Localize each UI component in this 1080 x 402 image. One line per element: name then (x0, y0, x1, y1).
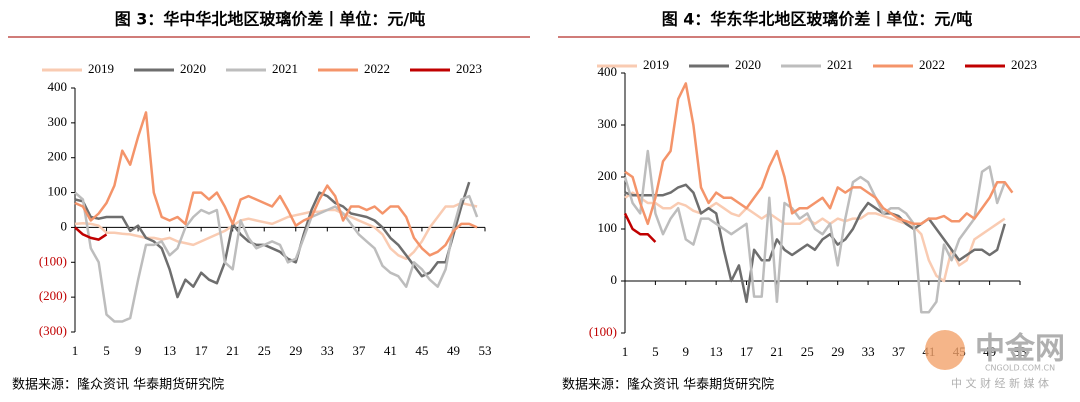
legend-label: 2021 (272, 61, 298, 76)
series-line (624, 183, 1006, 304)
x-tick-label: 37 (892, 344, 906, 359)
y-tick-label: 300 (598, 116, 618, 131)
x-tick-label: 41 (384, 343, 397, 358)
x-tick-label: 29 (831, 344, 844, 359)
x-tick-label: 1 (622, 344, 629, 359)
x-tick-label: 37 (352, 343, 366, 358)
series-line (74, 226, 108, 241)
chart-title: 图 4：华东华北地区玻璃价差丨单位：元/吨 (662, 10, 973, 29)
legend-label: 2019 (88, 61, 114, 76)
y-tick-label: 100 (598, 220, 618, 235)
x-tick-label: 33 (862, 344, 875, 359)
x-tick-label: 9 (683, 344, 690, 359)
x-tick-label: 17 (195, 343, 209, 358)
y-tick-label: (100) (589, 324, 617, 339)
y-tick-label: 200 (48, 149, 68, 164)
legend-label: 2023 (1011, 57, 1037, 72)
source: 数据来源：隆众资讯 华泰期货研究院 (12, 377, 224, 393)
x-tick-label: 21 (226, 343, 239, 358)
x-tick-label: 21 (770, 344, 783, 359)
chart-title: 图 3：华中华北地区玻璃价差丨单位：元/吨 (115, 10, 426, 29)
y-tick-label: (300) (39, 323, 67, 338)
legend-label: 2022 (364, 61, 390, 76)
y-tick-label: 200 (598, 168, 618, 183)
y-tick-label: 300 (48, 114, 68, 129)
series-line (74, 201, 478, 261)
legend-label: 2023 (456, 61, 482, 76)
y-tick-label: (200) (39, 288, 67, 303)
legend-label: 2022 (919, 57, 945, 72)
series-line (624, 82, 1014, 226)
series-line (74, 111, 478, 257)
legend-label: 2021 (827, 57, 853, 72)
y-tick-label: 100 (48, 184, 68, 199)
watermark-url: CNGOLD.COM.CN (985, 364, 1055, 373)
y-tick-label: 0 (611, 272, 618, 287)
x-tick-label: 13 (710, 344, 723, 359)
y-tick-label: 0 (61, 218, 68, 233)
x-tick-label: 49 (447, 343, 460, 358)
x-tick-label: 13 (163, 343, 176, 358)
x-tick-label: 17 (740, 344, 754, 359)
x-tick-label: 53 (479, 343, 492, 358)
x-tick-label: 49 (983, 344, 996, 359)
series-line (74, 191, 479, 323)
x-tick-label: 25 (801, 344, 814, 359)
x-tick-label: 45 (415, 343, 428, 358)
source: 数据来源：隆众资讯 华泰期货研究院 (562, 377, 774, 393)
watermark-logo (925, 330, 965, 370)
x-tick-label: 5 (103, 343, 110, 358)
x-tick-label: 9 (135, 343, 142, 358)
x-tick-label: 33 (321, 343, 334, 358)
legend-label: 2020 (180, 61, 206, 76)
y-tick-label: 400 (48, 79, 68, 94)
series-line (623, 149, 1006, 314)
y-tick-label: 400 (598, 64, 618, 79)
watermark-tagline: 中 文 财 经 新 媒 体 (951, 376, 1049, 390)
watermark-main: 中金网 (975, 332, 1065, 367)
series-line (74, 181, 471, 299)
watermark: 中金网 CNGOLD.COM.CN 中 文 财 经 新 媒 体 (925, 330, 1065, 390)
x-tick-label: 53 (1014, 344, 1027, 359)
x-tick-label: 1 (72, 343, 79, 358)
series-line (623, 212, 657, 243)
legend-label: 2019 (643, 57, 669, 72)
legend-label: 2020 (735, 57, 761, 72)
y-tick-label: (100) (39, 253, 67, 268)
series-line (624, 191, 1006, 283)
x-tick-label: 29 (289, 343, 302, 358)
x-tick-label: 25 (258, 343, 271, 358)
x-tick-label: 5 (652, 344, 659, 359)
